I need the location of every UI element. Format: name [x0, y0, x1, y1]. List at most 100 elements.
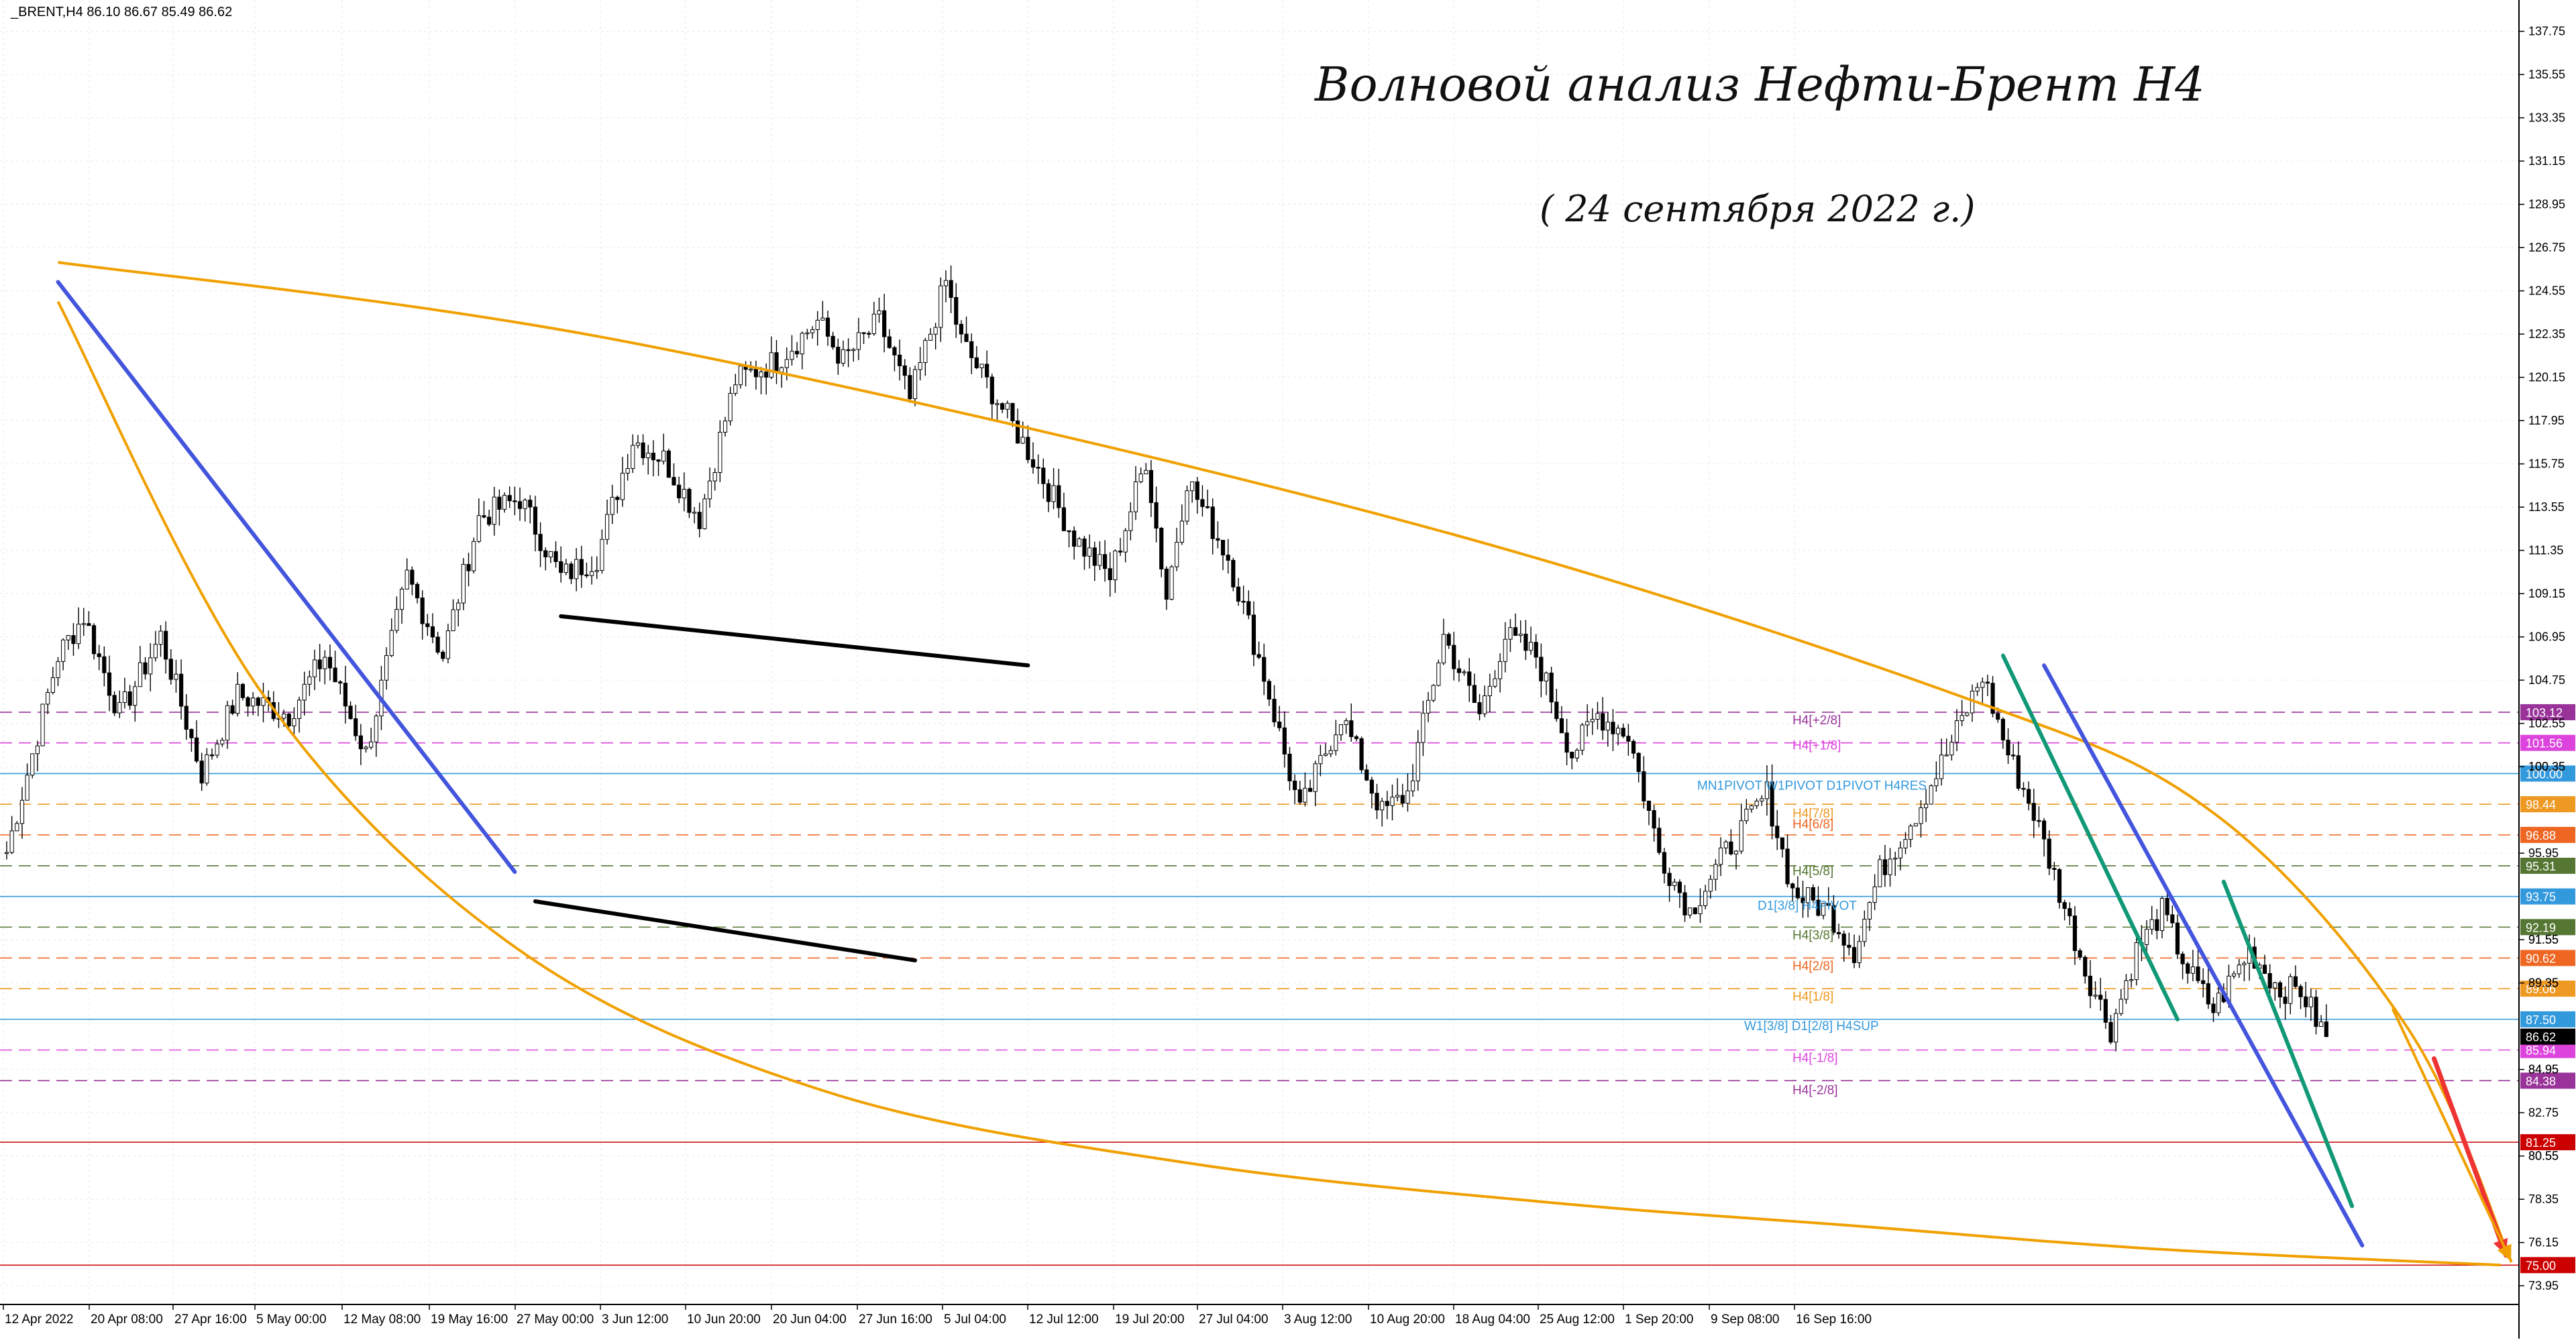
candle-body [867, 333, 871, 335]
candle-body [220, 740, 225, 744]
candle-body [1806, 887, 1811, 903]
candle-body [2242, 962, 2247, 966]
candle-body [209, 754, 215, 757]
candle-body [348, 706, 353, 720]
candle-body [2165, 898, 2169, 915]
candle-body [985, 364, 989, 378]
candle-body [759, 371, 763, 378]
candle-body [1293, 780, 1297, 790]
candle-body [91, 625, 97, 655]
candle-body [1590, 718, 1595, 722]
candle-body [1493, 678, 1497, 687]
candle-body [856, 332, 861, 350]
candle-body [2155, 919, 2159, 931]
candle-body [749, 368, 753, 371]
candle-body [656, 459, 661, 462]
candle-body [1441, 634, 1446, 663]
candle-body [898, 354, 902, 366]
candle-body [564, 563, 568, 573]
candle-body [1415, 742, 1420, 781]
candle-body [1954, 720, 1960, 743]
candle-body [1605, 722, 1610, 731]
candle-body [2031, 803, 2036, 821]
level-name-label: H4[2/8] [1792, 959, 1833, 973]
candle-body [1282, 727, 1287, 754]
candle-body [1729, 841, 1733, 854]
candle-body [954, 297, 959, 325]
candle-body [1241, 600, 1246, 603]
candle-body [2149, 919, 2154, 930]
candle-body [923, 339, 928, 364]
candle-body [1118, 551, 1123, 553]
candle-body [836, 346, 841, 364]
level-name-label: H4[+1/8] [1792, 739, 1841, 753]
level-name-label: MN1PIVOT W1PIVOT D1PIVOT H4RES [1697, 779, 1927, 793]
price-tick-label: 115.75 [2528, 457, 2565, 471]
candle-body [246, 697, 250, 707]
candle-body [1113, 551, 1118, 581]
candle-body [1539, 657, 1544, 681]
candle-body [1944, 754, 1949, 757]
candle-body [2298, 986, 2303, 997]
candle-body [548, 551, 553, 557]
candle-body [2196, 966, 2200, 981]
candle-body [1205, 506, 1210, 508]
candle-body [1262, 657, 1267, 682]
candle-body [1652, 809, 1656, 829]
candle-body [1780, 837, 1785, 850]
level-price-badge [2520, 1134, 2575, 1151]
candle-body [76, 624, 81, 645]
candle-body [2021, 787, 2026, 790]
time-tick-label: 20 Jun 04:00 [773, 1312, 847, 1327]
candle-body [974, 357, 979, 368]
price-tick-label: 91.55 [2528, 933, 2559, 946]
candle-body [2288, 976, 2293, 1004]
price-tick-label: 106.95 [2528, 630, 2565, 644]
candle-body [466, 563, 471, 571]
candle-body [543, 550, 548, 557]
candle-body [420, 597, 425, 624]
candle-body [441, 651, 445, 659]
time-tick-label: 27 Jun 16:00 [859, 1312, 932, 1327]
candle-body [1046, 483, 1051, 502]
candle-body [2319, 1021, 2324, 1027]
candle-body [928, 333, 933, 341]
candle-body [1030, 459, 1036, 468]
candle-body [1580, 724, 1585, 751]
candle-body [887, 336, 892, 348]
candle-body [2159, 898, 2165, 931]
candle-body [677, 484, 682, 498]
candle-body [1364, 769, 1369, 781]
candle-body [507, 495, 512, 502]
level-name-label: H4[6/8] [1792, 818, 1833, 832]
candle-body [1939, 754, 1944, 779]
level-name-label: H4[+2/8] [1792, 714, 1841, 728]
candle-body [292, 718, 297, 726]
candle-body [343, 683, 347, 707]
candle-body [2114, 1013, 2118, 1043]
candle-body [1677, 881, 1682, 893]
candle-body [830, 335, 835, 347]
price-tick-label: 80.55 [2528, 1150, 2559, 1163]
level-name-label: D1[3/8] H4PIVOT [1758, 899, 1857, 913]
candle-body [158, 630, 163, 645]
candle-body [805, 332, 810, 335]
candle-body [882, 310, 887, 337]
candle-body [1051, 485, 1056, 502]
candle-body [1200, 499, 1205, 507]
candle-body [323, 657, 327, 669]
level-name-label: H4[1/8] [1792, 990, 1833, 1004]
price-tick-label: 84.95 [2528, 1063, 2559, 1076]
candle-body [1036, 467, 1040, 469]
candle-body [394, 609, 399, 631]
level-price-badge [2520, 1072, 2575, 1089]
candle-body [1646, 800, 1652, 811]
candle-body [1323, 753, 1328, 756]
candle-body [1851, 947, 1857, 963]
candle-body [851, 349, 856, 351]
candle-body [369, 741, 374, 748]
candle-body [2027, 789, 2031, 804]
candle-body [2186, 963, 2190, 974]
candle-body [1867, 902, 1872, 920]
